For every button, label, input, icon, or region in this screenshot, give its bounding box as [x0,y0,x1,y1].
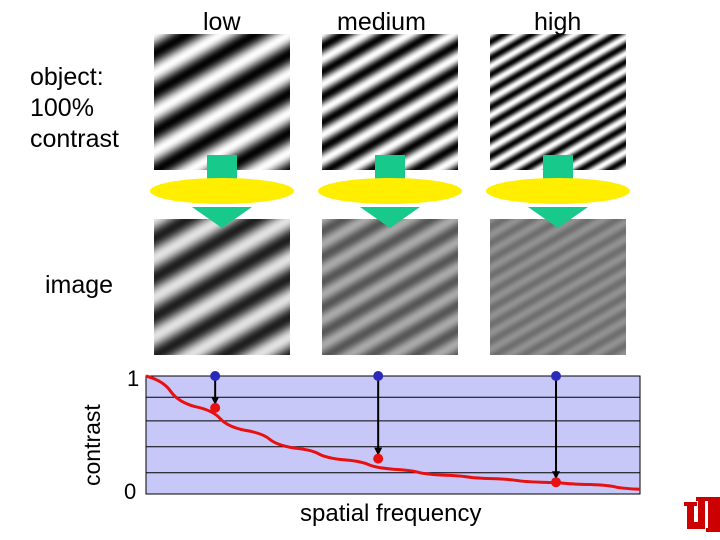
grating-fill-img-medium [322,219,458,355]
grating-fill-obj-medium [322,34,458,170]
row-label-object: object: 100% contrast [30,63,119,153]
object-grating-high-pattern [490,34,626,170]
object-point-low [210,371,221,381]
object-grating-low-pattern [154,34,290,170]
image-point-low [210,402,221,413]
image-grating-low [154,219,290,355]
grating-fill-obj-low [154,34,290,170]
object-grating-low [154,34,290,170]
grating-fill-obj-high [490,34,626,170]
object-grating-medium-pattern [322,34,458,170]
y-tick-0: 0 [124,479,137,504]
object-grating-medium [322,34,458,170]
plot-area [145,375,641,495]
image-point-high [551,477,562,488]
object-points [210,371,562,381]
image-grating-medium [322,219,458,355]
column-label-low: low [203,8,241,36]
object-point-high [551,371,562,381]
column-label-medium: medium [337,8,426,36]
y-axis-label: contrast [79,404,105,486]
image-grating-low-pattern [154,219,290,355]
x-axis-label: spatial frequency [300,500,482,527]
grating-fill-img-low [154,219,290,355]
image-grating-high-pattern [490,219,626,355]
y-tick-1: 1 [127,366,140,391]
uh-logo [684,497,720,532]
gridlines [146,375,640,474]
drop-arrows [211,380,561,480]
image-points [210,402,562,488]
image-grating-high [490,219,626,355]
object-point-medium [373,371,384,381]
column-label-high: high [534,8,582,36]
image-grating-medium-pattern [322,219,458,355]
object-grating-high [490,34,626,170]
grating-fill-img-high [490,219,626,355]
row-label-image: image [45,271,114,299]
image-point-medium [373,453,384,464]
uh-logo-mark [684,497,720,532]
